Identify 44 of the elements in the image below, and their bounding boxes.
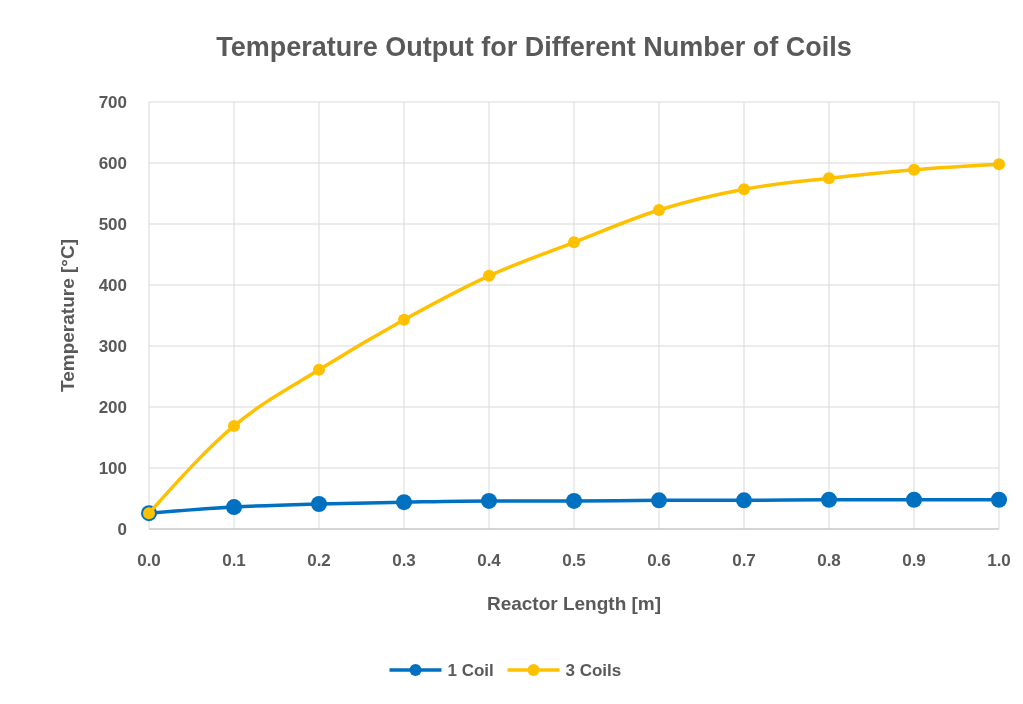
- y-tick-label: 400: [98, 276, 127, 295]
- point: [313, 363, 325, 376]
- x-tick-label: 0.6: [647, 551, 671, 570]
- x-tick-label: 0.2: [307, 551, 331, 570]
- point: [736, 492, 752, 509]
- point: [398, 313, 410, 326]
- point: [481, 492, 497, 509]
- point: [651, 492, 667, 509]
- y-axis-title: Temperature [°C]: [57, 239, 78, 392]
- point: [821, 491, 837, 508]
- y-tick-label: 100: [98, 459, 127, 478]
- y-tick-label: 0: [117, 520, 127, 539]
- point: [228, 419, 240, 432]
- point: [311, 495, 327, 512]
- x-tick-label: 0.1: [222, 551, 246, 570]
- x-tick-label: 0.7: [732, 551, 756, 570]
- y-tick-label: 500: [98, 215, 127, 234]
- x-tick-label: 0.5: [562, 551, 586, 570]
- x-tick-label: 1.0: [987, 551, 1011, 570]
- point: [993, 158, 1005, 171]
- point: [396, 494, 412, 511]
- x-tick-label: 0.4: [477, 551, 502, 570]
- x-tick-label: 0.3: [392, 551, 416, 570]
- y-tick-label: 200: [98, 398, 127, 417]
- y-tick-label: 300: [98, 337, 127, 356]
- y-tick-label: 600: [98, 154, 127, 173]
- chart-title: Temperature Output for Different Number of Coils: [216, 32, 852, 62]
- point: [991, 491, 1007, 508]
- point: [823, 172, 835, 185]
- y-tick-label: 700: [98, 93, 127, 112]
- point: [566, 492, 582, 509]
- legend-label: 3 Coils: [565, 661, 622, 680]
- legend-label: 1 Coil: [447, 661, 494, 680]
- point: [653, 203, 665, 216]
- point: [483, 269, 495, 282]
- point: [226, 499, 242, 516]
- point: [568, 236, 580, 249]
- x-axis-title: Reactor Length [m]: [486, 593, 662, 614]
- point: [738, 183, 750, 196]
- point: [906, 491, 922, 508]
- point: [908, 163, 920, 176]
- x-tick-label: 0.0: [137, 551, 161, 570]
- x-tick-label: 0.9: [902, 551, 926, 570]
- x-tick-label: 0.8: [817, 551, 841, 570]
